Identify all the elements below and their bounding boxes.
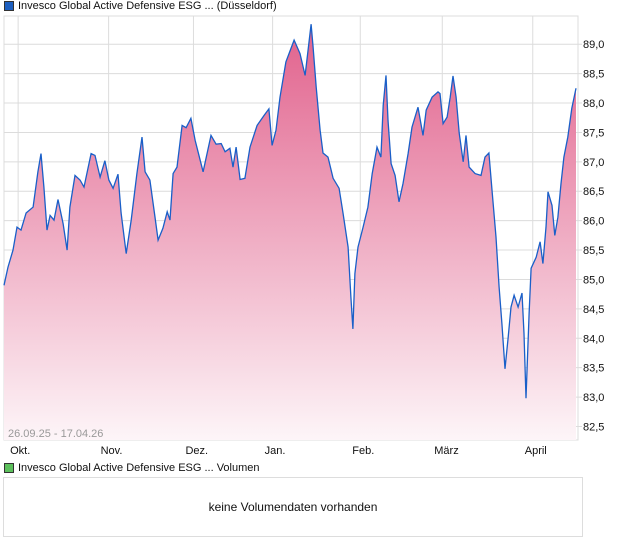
x-tick-label: Jan. [265, 445, 286, 457]
y-tick-label: 83,0 [583, 392, 604, 404]
volume-panel: keine Volumendaten vorhanden [3, 477, 583, 537]
x-tick-label: Nov. [101, 445, 123, 457]
y-tick-label: 85,0 [583, 274, 604, 286]
price-chart: 82,5 83,0 83,5 84,0 84,5 85,0 85,5 86,0 86,5 87,0… [3, 15, 604, 457]
y-tick-label: 85,5 [583, 245, 604, 257]
y-tick-label: 88,5 [583, 69, 604, 81]
x-tick-label: März [434, 445, 458, 457]
y-tick-label: 89,0 [583, 39, 604, 51]
price-area [4, 24, 576, 440]
volume-legend-label: Invesco Global Active Defensive ESG ... … [18, 462, 260, 474]
no-volume-message: keine Volumendaten vorhanden [208, 500, 378, 514]
price-line [3, 24, 577, 399]
x-tick-label: Feb. [352, 445, 374, 457]
y-tick-label: 84,0 [583, 333, 604, 345]
volume-legend: Invesco Global Active Defensive ESG ... … [4, 462, 260, 474]
y-tick-label: 88,0 [583, 98, 604, 110]
x-tick-label: April [525, 445, 547, 457]
y-tick-label: 83,5 [583, 363, 604, 375]
y-tick-label: 86,5 [583, 186, 604, 198]
price-legend-label: Invesco Global Active Defensive ESG ... … [18, 0, 277, 12]
price-legend-swatch [4, 1, 14, 11]
price-legend: Invesco Global Active Defensive ESG ... … [4, 0, 277, 12]
y-tick-label: 87,0 [583, 157, 604, 169]
volume-legend-swatch [4, 463, 14, 473]
y-tick-label: 82,5 [583, 421, 604, 433]
date-range-label: 26.09.25 - 17.04.26 [8, 428, 103, 440]
y-tick-label: 86,0 [583, 216, 604, 228]
x-tick-label: Okt. [10, 445, 30, 457]
y-tick-label: 84,5 [583, 304, 604, 316]
y-tick-label: 87,5 [583, 127, 604, 139]
x-tick-label: Dez. [185, 445, 208, 457]
